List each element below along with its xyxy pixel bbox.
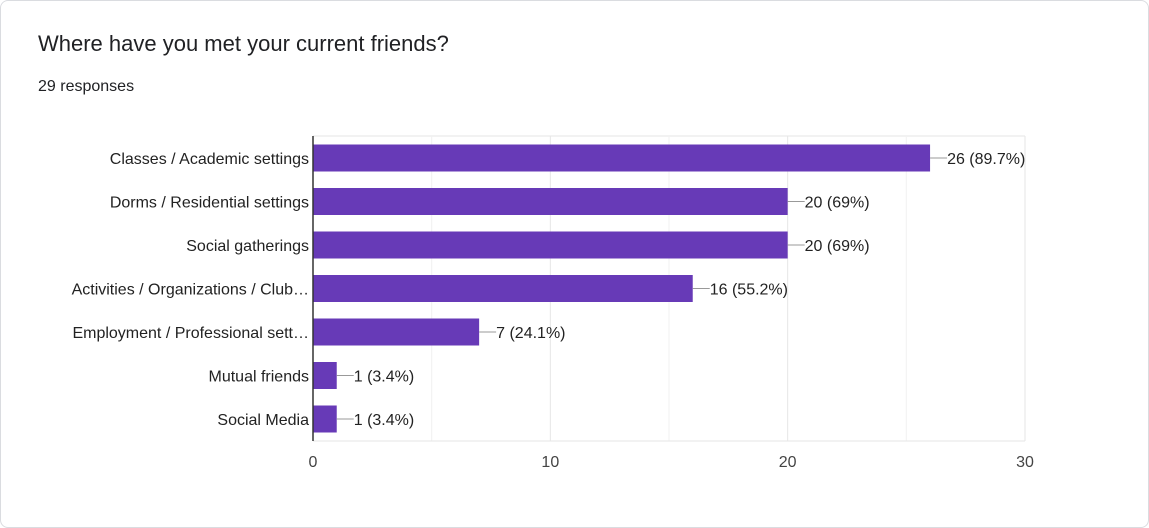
value-label: 26 (89.7%): [947, 151, 1025, 168]
value-label: 20 (69%): [805, 238, 870, 255]
bar: [313, 275, 693, 302]
x-tick-label: 20: [779, 454, 797, 471]
x-tick-label: 10: [541, 454, 559, 471]
x-tick-label: 0: [309, 454, 318, 471]
bar: [313, 318, 480, 346]
bar: [313, 188, 788, 215]
bar: [313, 362, 337, 389]
category-label: Social Media: [217, 412, 309, 429]
category-label: Activities / Organizations / Club…: [72, 282, 309, 299]
bar: [313, 231, 788, 259]
category-label: Mutual friends: [209, 369, 310, 386]
value-label: 7 (24.1%): [496, 325, 565, 342]
value-label: 1 (3.4%): [354, 369, 414, 386]
x-tick-label: 30: [1016, 454, 1034, 471]
category-label: Dorms / Residential settings: [110, 195, 309, 212]
value-label: 16 (55.2%): [710, 282, 788, 299]
chart-question-title: Where have you met your current friends?: [38, 31, 449, 56]
value-label: 1 (3.4%): [354, 412, 414, 429]
bar: [313, 144, 931, 172]
category-label: Social gatherings: [186, 238, 309, 255]
category-label: Classes / Academic settings: [110, 151, 309, 168]
bar: [313, 405, 337, 433]
value-label: 20 (69%): [805, 195, 870, 212]
response-count: 29 responses: [38, 78, 135, 95]
category-label: Employment / Professional sett…: [72, 325, 309, 342]
